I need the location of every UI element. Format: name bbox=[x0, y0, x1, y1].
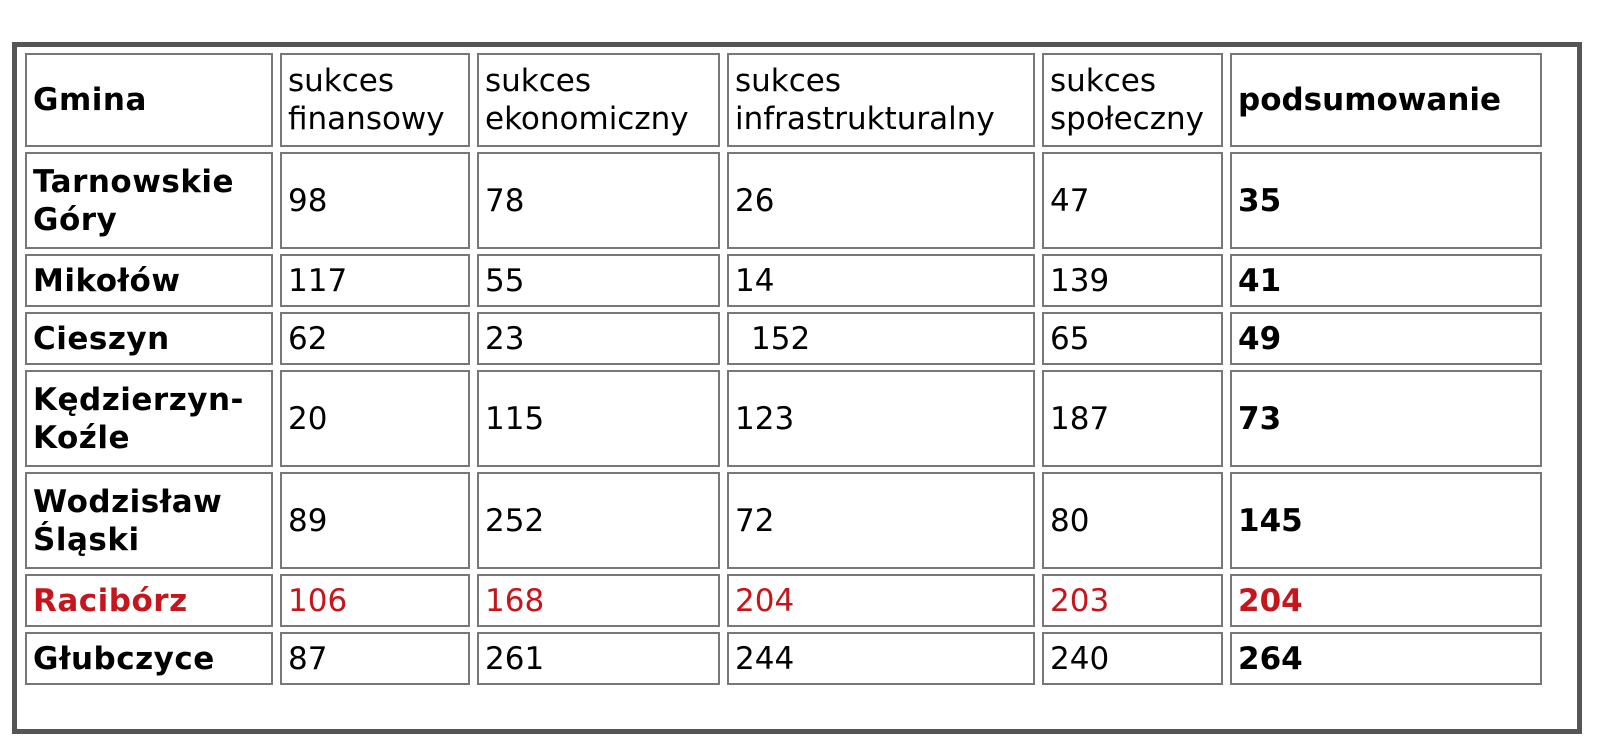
cell-spoleczny: 240 bbox=[1042, 632, 1223, 685]
cell-infrastrukturalny: 152 bbox=[727, 312, 1035, 365]
cell-infrastrukturalny: 72 bbox=[727, 472, 1035, 569]
cell-ekonomiczny: 23 bbox=[477, 312, 720, 365]
header-sukces-finansowy: sukces finansowy bbox=[280, 53, 470, 147]
cell-podsumowanie: 35 bbox=[1230, 152, 1542, 249]
header-line: sukces bbox=[485, 63, 592, 99]
header-gmina: Gmina bbox=[25, 53, 273, 147]
cell-gmina: Tarnowskie Góry bbox=[25, 152, 273, 249]
table-frame: Gmina sukces finansowy sukces ekonomiczny … bbox=[12, 42, 1582, 734]
cell-spoleczny: 203 bbox=[1042, 574, 1223, 627]
cell-infrastrukturalny: 14 bbox=[727, 254, 1035, 307]
header-sukces-ekonomiczny: sukces ekonomiczny bbox=[477, 53, 720, 147]
cell-podsumowanie: 49 bbox=[1230, 312, 1542, 365]
header-line: sukces bbox=[735, 63, 842, 99]
cell-spoleczny: 65 bbox=[1042, 312, 1223, 365]
cell-gmina: Cieszyn bbox=[25, 312, 273, 365]
header-podsumowanie: podsumowanie bbox=[1230, 53, 1542, 147]
table-row: Cieszyn 62 23 152 65 49 bbox=[25, 312, 1542, 365]
cell-podsumowanie: 73 bbox=[1230, 370, 1542, 467]
gmina-line: Koźle bbox=[33, 419, 130, 456]
cell-podsumowanie: 264 bbox=[1230, 632, 1542, 685]
cell-podsumowanie: 204 bbox=[1230, 574, 1542, 627]
header-line: infrastrukturalny bbox=[735, 101, 995, 137]
gmina-line: Góry bbox=[33, 201, 118, 238]
cell-ekonomiczny: 168 bbox=[477, 574, 720, 627]
cell-finansowy: 62 bbox=[280, 312, 470, 365]
table-row: Tarnowskie Góry 98 78 26 47 35 bbox=[25, 152, 1542, 249]
cell-ekonomiczny: 115 bbox=[477, 370, 720, 467]
table-header-row: Gmina sukces finansowy sukces ekonomiczny … bbox=[25, 53, 1542, 147]
cell-podsumowanie: 145 bbox=[1230, 472, 1542, 569]
cell-gmina: Racibórz bbox=[25, 574, 273, 627]
cell-finansowy: 106 bbox=[280, 574, 470, 627]
cell-gmina: Głubczyce bbox=[25, 632, 273, 685]
cell-infrastrukturalny: 204 bbox=[727, 574, 1035, 627]
header-sukces-spoleczny: sukces społeczny bbox=[1042, 53, 1223, 147]
table-row: Głubczyce 87 261 244 240 264 bbox=[25, 632, 1542, 685]
cell-gmina: Mikołów bbox=[25, 254, 273, 307]
header-line: ekonomiczny bbox=[485, 101, 689, 137]
header-line: społeczny bbox=[1050, 101, 1204, 137]
cell-spoleczny: 139 bbox=[1042, 254, 1223, 307]
cell-spoleczny: 47 bbox=[1042, 152, 1223, 249]
table-row: Kędzierzyn- Koźle 20 115 123 187 73 bbox=[25, 370, 1542, 467]
header-line: finansowy bbox=[288, 101, 445, 137]
cell-gmina: Wodzisław Śląski bbox=[25, 472, 273, 569]
cell-finansowy: 98 bbox=[280, 152, 470, 249]
cell-ekonomiczny: 252 bbox=[477, 472, 720, 569]
cell-podsumowanie: 41 bbox=[1230, 254, 1542, 307]
cell-spoleczny: 187 bbox=[1042, 370, 1223, 467]
ranking-table: Gmina sukces finansowy sukces ekonomiczny … bbox=[18, 48, 1549, 690]
cell-ekonomiczny: 261 bbox=[477, 632, 720, 685]
cell-finansowy: 89 bbox=[280, 472, 470, 569]
gmina-line: Kędzierzyn- bbox=[33, 381, 244, 418]
table-row-highlighted: Racibórz 106 168 204 203 204 bbox=[25, 574, 1542, 627]
header-line: sukces bbox=[288, 63, 395, 99]
table-row: Mikołów 117 55 14 139 41 bbox=[25, 254, 1542, 307]
table-row: Wodzisław Śląski 89 252 72 80 145 bbox=[25, 472, 1542, 569]
cell-gmina: Kędzierzyn- Koźle bbox=[25, 370, 273, 467]
cell-infrastrukturalny: 26 bbox=[727, 152, 1035, 249]
gmina-line: Tarnowskie bbox=[33, 163, 235, 200]
cell-finansowy: 87 bbox=[280, 632, 470, 685]
header-sukces-infrastrukturalny: sukces infrastrukturalny bbox=[727, 53, 1035, 147]
cell-infrastrukturalny: 123 bbox=[727, 370, 1035, 467]
cell-ekonomiczny: 78 bbox=[477, 152, 720, 249]
cell-ekonomiczny: 55 bbox=[477, 254, 720, 307]
cell-infrastrukturalny: 244 bbox=[727, 632, 1035, 685]
gmina-line: Wodzisław bbox=[33, 483, 223, 520]
cell-finansowy: 117 bbox=[280, 254, 470, 307]
cell-finansowy: 20 bbox=[280, 370, 470, 467]
cell-spoleczny: 80 bbox=[1042, 472, 1223, 569]
header-line: sukces bbox=[1050, 63, 1157, 99]
gmina-line: Śląski bbox=[33, 521, 140, 558]
